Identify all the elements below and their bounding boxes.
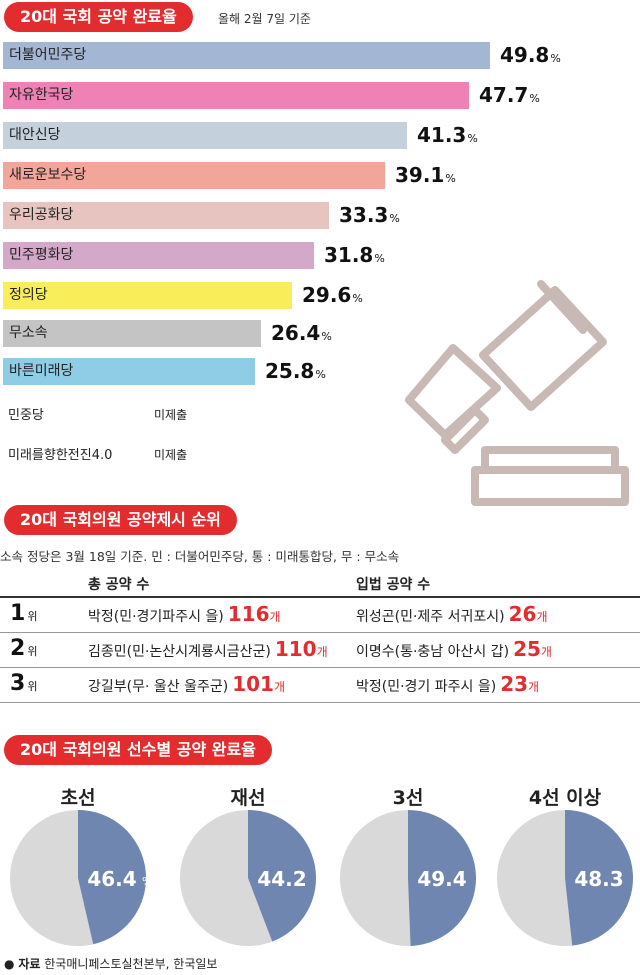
extra-row-label: 미래를향한전진4.0 [8,448,113,463]
rank-section-title: 20대 국회의원 공약제시 순위 [4,505,237,535]
table-row: 2 위 김종민(민·논산시계룡시금산군) 110개 이명수(통·충남 아산시 갑) 25개 [0,633,640,668]
bar-label: 대안신당 [9,127,61,143]
bullet-icon: ● [4,957,15,971]
pie-title: 초선 [60,787,96,809]
bar-value-label: 39.1% [395,163,456,187]
bar-value-label: 33.3% [339,203,400,227]
source-note: ● 자료 한국매니페스토실천본부, 한국일보 [4,955,217,972]
row-divider [0,667,640,668]
extra-row-label: 민중당 [8,408,44,423]
bar-8: 바른미래당 [3,358,255,385]
table-top-rule [0,596,640,598]
pie-chart: 48.3 [497,810,633,946]
source-label: 자료 [18,957,41,971]
bar-3: 새로운보수당 [3,162,385,189]
bar-label: 바른미래당 [9,363,74,379]
pie-section-title: 20대 국회의원 선수별 공약 완료율 [4,735,272,765]
pie-value-label: 44.2 [257,867,306,891]
pie-title: 3선 [392,787,424,809]
gavel-icon [405,272,629,506]
total-pledge-cell: 김종민(민·논산시계룡시금산군) 110개 [88,637,328,661]
pie-value-label: 48.3 [574,867,623,891]
bar-2: 대안신당 [3,122,407,149]
pie-chart: 46.4% [10,810,148,946]
bar-value-label: 26.4% [271,321,332,345]
row-divider [0,632,640,633]
bar-value-label: 49.8% [500,43,561,67]
row-divider [0,702,640,703]
source-text: 한국매니페스토실천본부, 한국일보 [44,957,218,971]
extra-row-status: 미제출 [154,448,188,462]
bar-label: 자유한국당 [9,87,74,103]
legis-pledge-cell: 박정(민·경기 파주시 을) 23개 [356,672,540,696]
bar-label: 새로운보수당 [9,167,87,183]
bar-7: 무소속 [3,320,261,347]
pie-value-label: 49.4 [417,867,466,891]
pie-slice-value [408,810,477,946]
legis-pledge-cell: 이명수(통·충남 아산시 갑) 25개 [356,637,552,661]
total-pledge-cell: 박정(민·경기파주시 을) 116개 [88,602,281,626]
pie-chart: 44.2 [180,810,316,946]
bar-5: 민주평화당 [3,242,314,269]
bar-0: 더불어민주당 [3,42,490,69]
extra-row-status: 미제출 [154,408,188,422]
bar-section-title: 20대 국회 공약 완료율 [4,2,193,32]
bar-value-label: 47.7% [479,83,540,107]
pie-slice-value [248,810,316,942]
bar-label: 무소속 [9,325,48,341]
bar-1: 자유한국당 [3,82,469,109]
bar-value-label: 31.8% [324,243,385,267]
bar-value-label: 41.3% [417,123,478,147]
bar-section-note: 올해 2월 7일 기준 [218,12,311,26]
pie-pct-unit: % [142,875,148,888]
pie-title: 재선 [230,787,266,809]
pie-value-label: 46.4 [87,867,136,891]
table-row: 1 위 박정(민·경기파주시 을) 116개 위성곤(민·제주 서귀포시) 26개 [0,598,640,633]
bar-4: 우리공화당 [3,202,329,229]
pie-slice-value [78,810,147,945]
bar-value-label: 25.8% [265,359,326,383]
legis-pledge-cell: 위성곤(민·제주 서귀포시) 26개 [356,602,548,626]
pie-title: 4선 이상 [528,787,602,809]
bar-label: 정의당 [9,287,48,303]
table-row: 3 위 강길부(무· 울산 울주군) 101개 박정(민·경기 파주시 을) 23개 [0,668,640,703]
total-pledge-cell: 강길부(무· 울산 울주군) 101개 [88,672,285,696]
rank-section-note: 소속 정당은 3월 18일 기준. 민 : 더불어민주당, 통 : 미래통합당,… [0,549,400,564]
bar-6: 정의당 [3,282,292,309]
bar-label: 더불어민주당 [9,47,87,63]
col-legis-header: 입법 공약 수 [356,577,431,593]
bar-label: 우리공화당 [9,207,74,223]
col-total-header: 총 공약 수 [88,577,150,593]
bar-label: 민주평화당 [9,247,74,263]
pie-slice-value [565,810,633,946]
bar-value-label: 29.6% [302,283,363,307]
pie-chart: 49.4 [340,810,477,946]
